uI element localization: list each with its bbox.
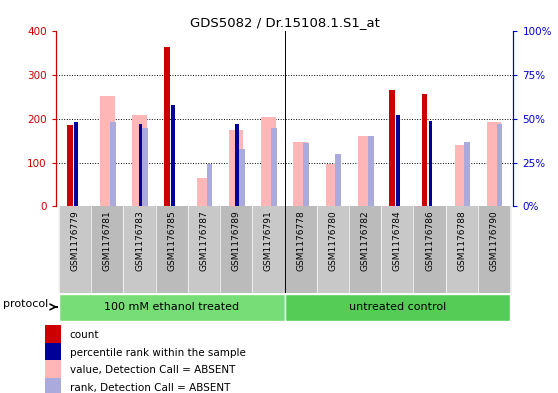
Title: GDS5082 / Dr.15108.1.S1_at: GDS5082 / Dr.15108.1.S1_at [190, 16, 379, 29]
Bar [294, 142, 308, 206]
Bar [110, 122, 116, 206]
Bar [285, 294, 510, 321]
Text: value, Detection Call = ABSENT: value, Detection Call = ABSENT [70, 365, 235, 375]
Bar [74, 122, 78, 206]
Text: count: count [70, 330, 99, 340]
Bar [497, 124, 502, 206]
Bar [478, 206, 510, 293]
Bar [45, 343, 61, 363]
Bar [92, 206, 123, 293]
Bar [45, 378, 61, 393]
Bar [163, 47, 170, 206]
Bar [317, 206, 349, 293]
Bar [123, 206, 156, 293]
Text: GSM1176790: GSM1176790 [489, 211, 498, 272]
Bar [326, 164, 340, 206]
Bar [206, 164, 213, 206]
Bar [261, 117, 276, 206]
Text: rank, Detection Call = ABSENT: rank, Detection Call = ABSENT [70, 383, 230, 393]
Text: GSM1176785: GSM1176785 [167, 211, 176, 272]
Text: GSM1176787: GSM1176787 [200, 211, 209, 272]
Bar [188, 206, 220, 293]
Bar [229, 130, 243, 206]
Bar [381, 206, 413, 293]
Bar [396, 116, 400, 206]
Bar [446, 206, 478, 293]
Text: 100 mM ethanol treated: 100 mM ethanol treated [104, 302, 239, 312]
Bar [285, 206, 317, 293]
Text: GSM1176781: GSM1176781 [103, 211, 112, 272]
Text: GSM1176786: GSM1176786 [425, 211, 434, 272]
Text: GSM1176789: GSM1176789 [232, 211, 240, 272]
Bar [335, 154, 341, 206]
Bar [197, 178, 211, 206]
Text: GSM1176783: GSM1176783 [135, 211, 144, 272]
Bar [67, 125, 73, 206]
Bar [100, 96, 114, 206]
Bar [171, 105, 175, 206]
Text: GSM1176778: GSM1176778 [296, 211, 305, 272]
Text: percentile rank within the sample: percentile rank within the sample [70, 348, 246, 358]
Bar [142, 128, 148, 206]
Bar [429, 121, 432, 206]
Bar [59, 206, 92, 293]
Bar [156, 206, 188, 293]
Bar [389, 90, 395, 206]
Bar [464, 141, 470, 206]
Text: GSM1176779: GSM1176779 [71, 211, 80, 272]
Bar [45, 325, 61, 345]
Bar [252, 206, 285, 293]
Bar [239, 149, 244, 206]
Bar [132, 114, 147, 206]
Bar [455, 145, 469, 206]
Bar [45, 360, 61, 380]
Bar [235, 124, 239, 206]
Bar [358, 136, 372, 206]
Bar [271, 128, 277, 206]
Bar [421, 94, 427, 206]
Text: protocol: protocol [3, 299, 48, 309]
Bar [349, 206, 381, 293]
Bar [303, 143, 309, 206]
Bar [138, 124, 142, 206]
Bar [220, 206, 252, 293]
Text: GSM1176788: GSM1176788 [458, 211, 466, 272]
Text: GSM1176791: GSM1176791 [264, 211, 273, 272]
Bar [413, 206, 446, 293]
Bar [487, 122, 501, 206]
Text: GSM1176780: GSM1176780 [329, 211, 338, 272]
Text: untreated control: untreated control [349, 302, 446, 312]
Bar [59, 294, 285, 321]
Text: GSM1176784: GSM1176784 [393, 211, 402, 271]
Bar [368, 136, 373, 206]
Text: GSM1176782: GSM1176782 [360, 211, 369, 271]
